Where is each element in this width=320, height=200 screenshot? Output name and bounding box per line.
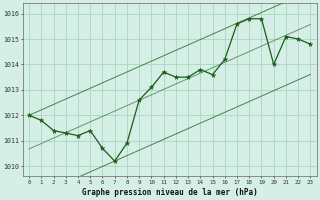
X-axis label: Graphe pression niveau de la mer (hPa): Graphe pression niveau de la mer (hPa) <box>82 188 258 197</box>
